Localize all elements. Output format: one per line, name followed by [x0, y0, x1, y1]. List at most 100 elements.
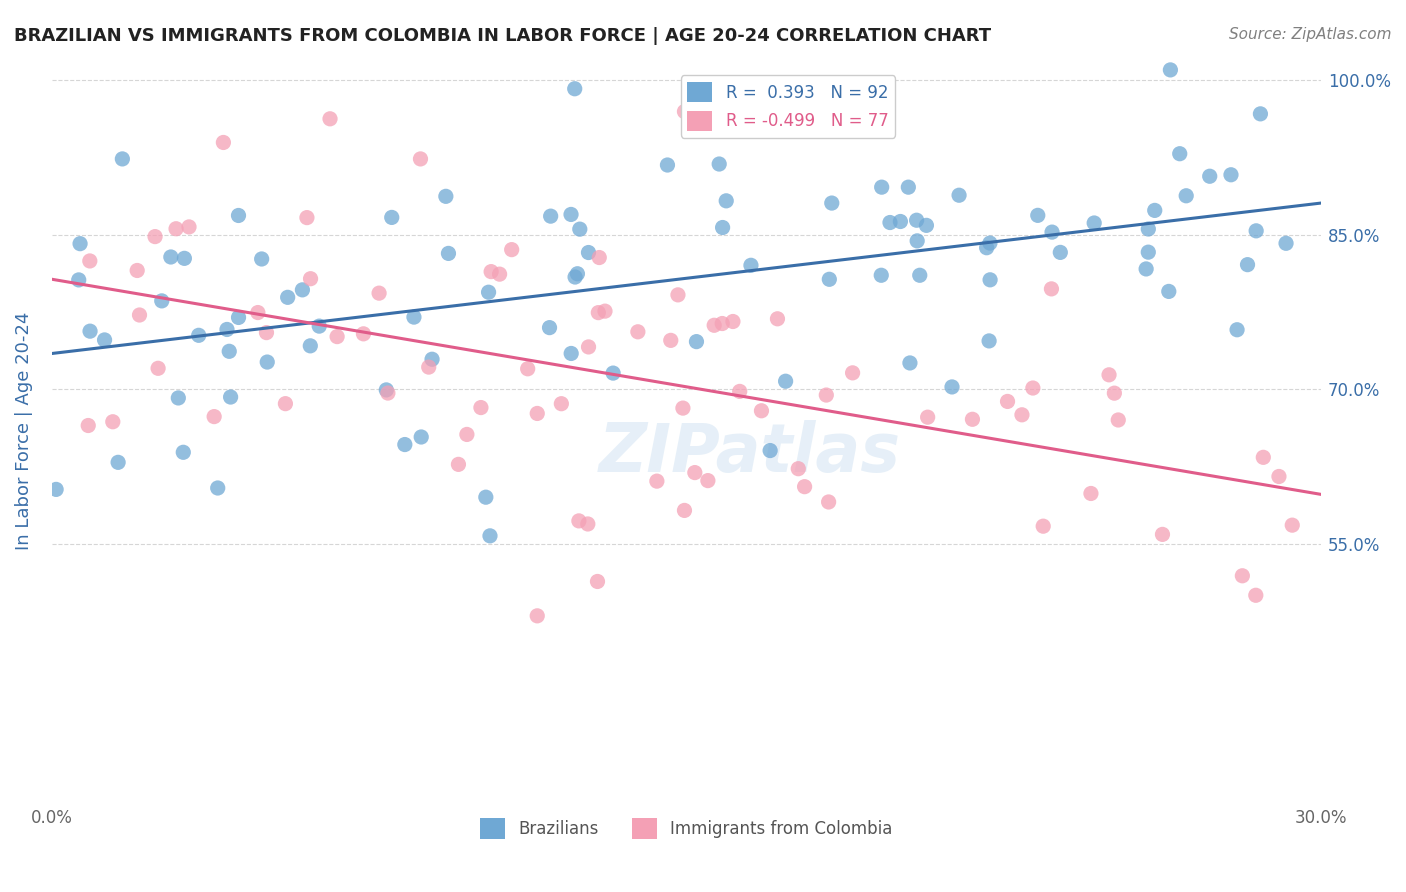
- Point: [1135, 261, 1157, 276]
- Point: [45, 483, 67, 497]
- Point: [997, 394, 1019, 409]
- Point: [578, 245, 600, 260]
- Point: [470, 401, 492, 415]
- Point: [1226, 323, 1249, 337]
- Point: [751, 403, 773, 417]
- Point: [568, 222, 591, 236]
- Point: [93, 333, 115, 347]
- Point: [568, 514, 591, 528]
- Point: [696, 474, 718, 488]
- Point: [212, 136, 235, 150]
- Point: [127, 263, 149, 277]
- Point: [711, 317, 734, 331]
- Point: [721, 314, 744, 328]
- Point: [576, 516, 599, 531]
- Point: [666, 288, 689, 302]
- Point: [538, 320, 561, 334]
- Point: [1137, 245, 1160, 260]
- Y-axis label: In Labor Force | Age 20-24: In Labor Force | Age 20-24: [15, 311, 32, 549]
- Point: [375, 383, 398, 397]
- Point: [905, 213, 928, 227]
- Point: [1032, 519, 1054, 533]
- Point: [564, 270, 586, 285]
- Point: [793, 480, 815, 494]
- Text: Source: ZipAtlas.com: Source: ZipAtlas.com: [1229, 27, 1392, 42]
- Point: [711, 220, 734, 235]
- Point: [381, 211, 404, 225]
- Point: [1175, 188, 1198, 202]
- Point: [870, 268, 893, 283]
- Point: [915, 219, 938, 233]
- Point: [308, 319, 330, 334]
- Point: [818, 272, 841, 286]
- Point: [326, 329, 349, 343]
- Point: [107, 455, 129, 469]
- Point: [1168, 146, 1191, 161]
- Point: [526, 608, 548, 623]
- Point: [477, 285, 499, 300]
- Point: [368, 286, 391, 301]
- Point: [228, 209, 250, 223]
- Point: [1098, 368, 1121, 382]
- Point: [128, 308, 150, 322]
- Point: [143, 229, 166, 244]
- Point: [447, 458, 470, 472]
- Point: [79, 324, 101, 338]
- Point: [215, 322, 238, 336]
- Point: [526, 407, 548, 421]
- Point: [277, 290, 299, 304]
- Point: [870, 180, 893, 194]
- Point: [593, 304, 616, 318]
- Point: [1198, 169, 1220, 184]
- Point: [207, 481, 229, 495]
- Point: [173, 252, 195, 266]
- Point: [319, 112, 342, 126]
- Point: [228, 310, 250, 325]
- Point: [657, 158, 679, 172]
- Point: [898, 356, 921, 370]
- Point: [588, 305, 610, 319]
- Point: [1040, 225, 1063, 239]
- Point: [202, 409, 225, 424]
- Point: [586, 574, 609, 589]
- Point: [941, 380, 963, 394]
- Point: [1232, 568, 1254, 582]
- Point: [673, 104, 696, 119]
- Point: [787, 461, 810, 475]
- Point: [775, 374, 797, 388]
- Point: [1083, 216, 1105, 230]
- Point: [766, 311, 789, 326]
- Point: [1249, 107, 1271, 121]
- Point: [402, 310, 425, 324]
- Point: [246, 305, 269, 319]
- Point: [1281, 518, 1303, 533]
- Point: [821, 196, 844, 211]
- Point: [917, 410, 939, 425]
- Point: [1049, 245, 1071, 260]
- Point: [948, 188, 970, 202]
- Point: [602, 366, 624, 380]
- Point: [1244, 588, 1267, 602]
- Point: [588, 251, 610, 265]
- Point: [377, 386, 399, 401]
- Point: [759, 443, 782, 458]
- Point: [475, 490, 498, 504]
- Point: [685, 334, 707, 349]
- Point: [1220, 168, 1243, 182]
- Point: [962, 412, 984, 426]
- Point: [150, 293, 173, 308]
- Point: [979, 236, 1001, 251]
- Text: BRAZILIAN VS IMMIGRANTS FROM COLOMBIA IN LABOR FORCE | AGE 20-24 CORRELATION CHA: BRAZILIAN VS IMMIGRANTS FROM COLOMBIA IN…: [14, 27, 991, 45]
- Point: [627, 325, 650, 339]
- Point: [908, 268, 931, 283]
- Point: [673, 503, 696, 517]
- Point: [219, 390, 242, 404]
- Point: [817, 495, 839, 509]
- Point: [645, 474, 668, 488]
- Point: [1152, 527, 1174, 541]
- Point: [1022, 381, 1045, 395]
- Point: [560, 207, 582, 221]
- Point: [160, 250, 183, 264]
- Point: [1026, 208, 1049, 222]
- Point: [79, 254, 101, 268]
